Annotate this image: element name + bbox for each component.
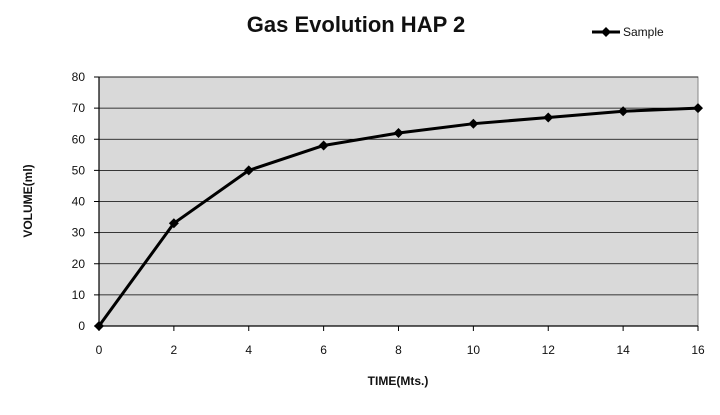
y-tick-label: 40 bbox=[72, 195, 86, 209]
y-tick-labels: 0 10 20 30 40 50 60 70 80 bbox=[72, 70, 86, 333]
y-tick-label: 0 bbox=[78, 319, 85, 333]
legend-label-sample: Sample bbox=[623, 25, 664, 39]
data-point bbox=[168, 218, 179, 229]
data-point bbox=[318, 140, 329, 151]
data-point bbox=[468, 118, 479, 129]
x-tick-label: 8 bbox=[395, 343, 402, 357]
x-tick-label: 14 bbox=[616, 343, 630, 357]
data-point bbox=[693, 103, 703, 114]
legend-marker bbox=[601, 27, 611, 37]
x-axis-label: TIME(Mts.) bbox=[368, 374, 429, 388]
legend: Sample bbox=[592, 25, 664, 39]
x-tick-label: 10 bbox=[467, 343, 481, 357]
data-point bbox=[94, 321, 104, 331]
data-point bbox=[543, 112, 554, 123]
y-tick-label: 60 bbox=[72, 132, 86, 146]
y-tick-label: 80 bbox=[72, 70, 86, 84]
series-sample bbox=[94, 103, 703, 331]
x-tick-label: 2 bbox=[171, 343, 178, 357]
x-tick-label: 4 bbox=[245, 343, 252, 357]
x-tick-label: 6 bbox=[320, 343, 327, 357]
x-tick-label: 0 bbox=[96, 343, 103, 357]
axes bbox=[94, 76, 699, 331]
x-tick-label: 12 bbox=[542, 343, 556, 357]
y-tick-label: 20 bbox=[72, 257, 86, 271]
x-tick-labels: 0 2 4 6 8 10 12 14 16 bbox=[96, 343, 705, 357]
y-tick-label: 70 bbox=[72, 101, 86, 115]
data-point bbox=[243, 165, 254, 176]
y-tick-label: 50 bbox=[72, 163, 86, 177]
x-tick-label: 16 bbox=[691, 343, 705, 357]
y-axis-label: VOLUME(ml) bbox=[21, 164, 35, 237]
y-tick-label: 10 bbox=[72, 288, 86, 302]
y-tick-label: 30 bbox=[72, 226, 86, 240]
chart-title: Gas Evolution HAP 2 bbox=[247, 12, 465, 37]
data-point bbox=[618, 106, 629, 117]
data-point bbox=[393, 128, 404, 139]
